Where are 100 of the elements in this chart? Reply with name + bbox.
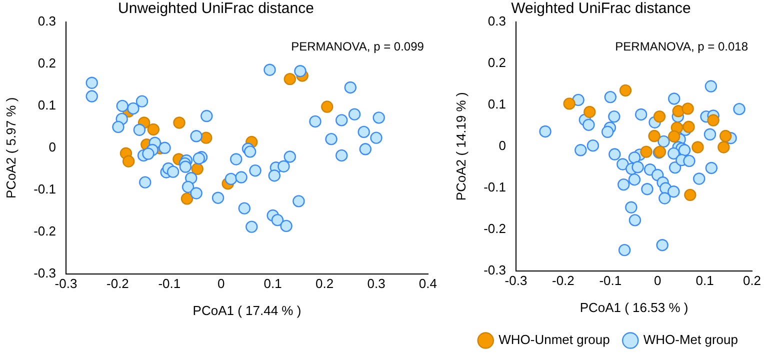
point	[348, 108, 361, 120]
x-tick-label: 0.2	[742, 273, 762, 288]
point	[692, 141, 704, 154]
point	[539, 125, 552, 138]
point	[704, 80, 718, 92]
point	[139, 176, 152, 188]
point	[112, 120, 124, 134]
point	[173, 116, 186, 129]
x-tick-label: -0.1	[599, 273, 622, 288]
chart-title: Weighted UniFrac distance	[511, 0, 691, 18]
y-tick-label: 0.2	[38, 56, 56, 71]
point	[705, 162, 718, 174]
point	[733, 102, 746, 116]
y-tick-label: -0.2	[34, 223, 56, 238]
point	[190, 130, 202, 142]
point	[212, 192, 224, 204]
point	[309, 115, 322, 128]
x-tick-label: 0.1	[696, 273, 714, 288]
x-tick-label: 0	[218, 276, 225, 292]
point	[249, 164, 262, 177]
x-axis-title: PCoA1 ( 17.44 % )	[192, 302, 302, 318]
point	[641, 183, 654, 196]
point	[224, 172, 238, 186]
point	[668, 161, 682, 174]
point	[693, 172, 706, 185]
point	[179, 160, 192, 173]
point	[122, 155, 135, 168]
point	[582, 118, 595, 131]
x-tick-label: 0.4	[418, 276, 438, 292]
x-tick-label: -0.3	[54, 276, 78, 292]
point	[616, 158, 629, 170]
point	[294, 65, 306, 78]
point	[634, 108, 648, 121]
point	[325, 132, 338, 146]
point	[86, 76, 98, 89]
legend-label: WHO-Unmet group	[498, 332, 610, 348]
point	[608, 110, 620, 123]
y-axis-title: PCoA2 ( 5.97 % )	[3, 97, 18, 198]
point	[625, 201, 638, 214]
point	[704, 128, 716, 140]
point	[683, 154, 696, 168]
y-tick-label: -0.1	[34, 181, 56, 196]
x-tick-label: 0.3	[367, 276, 386, 292]
point	[246, 220, 258, 233]
point	[192, 152, 205, 164]
point	[658, 135, 670, 148]
point	[628, 151, 641, 164]
point	[180, 192, 194, 205]
point	[601, 126, 614, 138]
point	[200, 110, 213, 122]
point	[684, 188, 696, 202]
x-tick-label: -0.2	[552, 273, 574, 288]
point	[158, 142, 171, 154]
point	[235, 171, 248, 184]
point	[191, 162, 204, 175]
point	[268, 170, 280, 182]
point	[230, 153, 242, 166]
point	[653, 110, 666, 123]
point	[133, 124, 146, 136]
point	[238, 202, 250, 214]
point	[628, 214, 642, 226]
point	[147, 123, 160, 136]
point	[292, 195, 305, 208]
x-tick-label: -0.2	[106, 276, 129, 292]
point	[278, 160, 290, 172]
point	[321, 100, 334, 113]
point	[719, 130, 732, 142]
point	[584, 106, 596, 118]
point	[359, 143, 372, 156]
point	[190, 187, 202, 200]
point	[182, 180, 194, 194]
point	[336, 149, 348, 162]
y-tick-label: -0.1	[484, 179, 506, 194]
point	[668, 92, 680, 105]
x-tick-label: 0.1	[264, 276, 282, 292]
y-tick-label: -0.3	[484, 262, 506, 278]
point	[271, 214, 284, 226]
point	[707, 114, 720, 126]
y-tick-label: 0.1	[488, 96, 506, 112]
point	[280, 220, 292, 232]
y-tick-label: 0	[498, 138, 506, 153]
point	[668, 186, 680, 198]
point	[668, 147, 680, 160]
x-axis-title: PCoA1 ( 16.53 % )	[580, 300, 688, 315]
point	[682, 102, 694, 115]
point	[574, 144, 587, 156]
point	[618, 244, 631, 256]
point	[200, 132, 212, 144]
x-tick-label: 0	[654, 273, 662, 288]
point	[618, 178, 630, 191]
point	[372, 112, 385, 124]
point	[358, 126, 370, 138]
point	[127, 102, 140, 115]
point	[656, 238, 668, 252]
point	[586, 139, 600, 152]
point	[142, 148, 154, 160]
y-tick-label: -0.2	[484, 220, 506, 236]
x-tick-label: -0.1	[158, 276, 181, 292]
x-tick-label: 0.2	[316, 276, 334, 292]
y-tick-label: 0.1	[38, 98, 56, 113]
